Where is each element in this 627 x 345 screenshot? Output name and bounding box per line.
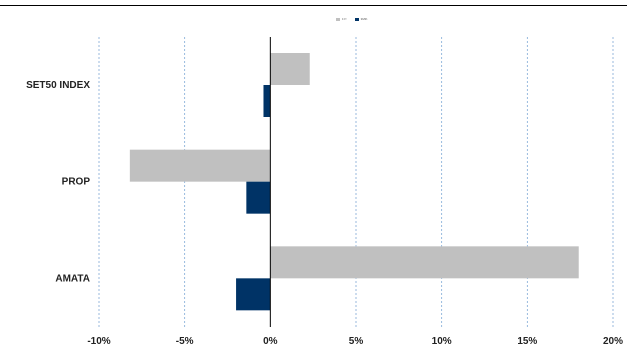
x-tick-label-4: 10%: [432, 336, 452, 345]
legend-item-1yr: 1Yr: [336, 16, 347, 21]
category-label-1: PROP: [62, 177, 91, 188]
x-tick-label-3: 5%: [349, 336, 364, 345]
category-label-2: AMATA: [55, 273, 90, 284]
x-tick-label-6: 20%: [603, 336, 623, 345]
top-rule: [0, 5, 627, 6]
x-tick-label-1: -5%: [176, 336, 194, 345]
bar-3mth-1: [246, 181, 271, 214]
legend-swatch-3mth: [354, 17, 359, 21]
category-label-0: SET50 INDEX: [26, 80, 90, 91]
x-tick-label-5: 15%: [517, 336, 537, 345]
legend-label-3mth: 3Mth: [360, 16, 368, 21]
bar-3mth-0: [263, 85, 271, 117]
legend: 1Yr 3Mth: [336, 15, 367, 23]
bar-1yr-0: [270, 53, 310, 85]
bar-1yr-1: [129, 149, 271, 182]
bar-3mth-2: [236, 278, 271, 311]
legend-item-3mth: 3Mth: [354, 16, 368, 21]
legend-label-1yr: 1Yr: [342, 16, 347, 21]
bar-1yr-2: [270, 246, 579, 279]
x-tick-label-0: -10%: [87, 336, 110, 345]
x-tick-label-2: 0%: [263, 336, 278, 345]
legend-swatch-1yr: [336, 17, 340, 21]
